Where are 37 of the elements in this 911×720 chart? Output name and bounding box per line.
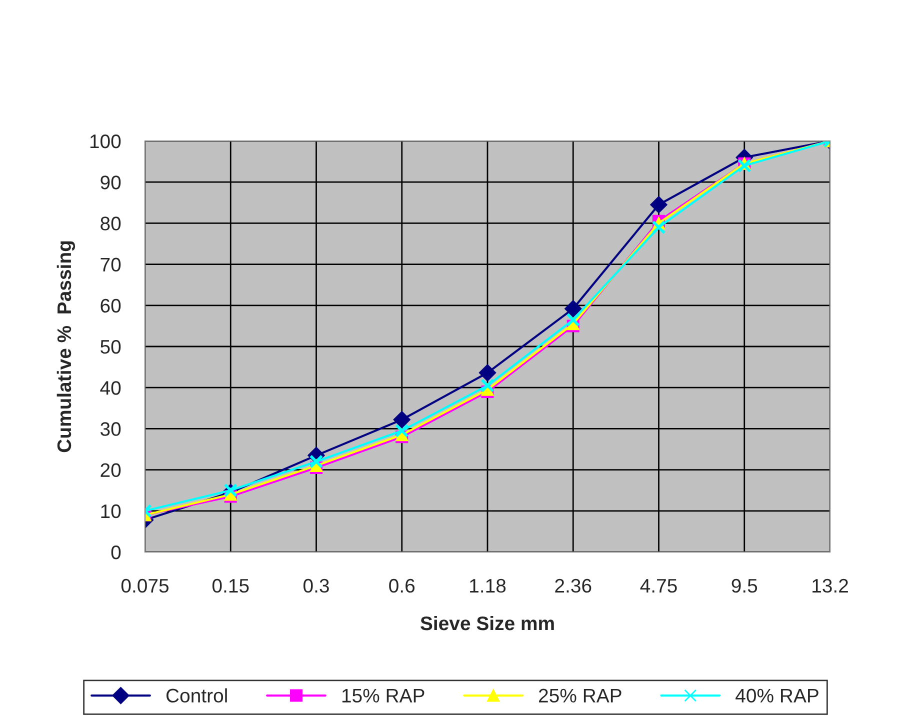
y-tick-label: 100 xyxy=(90,134,121,148)
x-tick-label: 2.36 xyxy=(555,578,592,593)
x-tick-label: 0.15 xyxy=(212,578,249,593)
point xyxy=(564,300,582,318)
y-tick-label: 40 xyxy=(100,381,121,395)
x-tick-label: 0.075 xyxy=(121,578,169,593)
y-tick-label: 90 xyxy=(100,176,121,190)
point xyxy=(309,454,324,469)
point xyxy=(478,364,496,382)
x-tick-label: 4.75 xyxy=(640,579,677,593)
point xyxy=(393,411,410,428)
x-tick-label: 13.2 xyxy=(812,578,848,593)
y-tick-label: 20 xyxy=(100,463,121,478)
x-tick-label: 0.3 xyxy=(303,578,329,593)
legend-label: 25% RAP xyxy=(539,688,622,703)
y-tick-label: 70 xyxy=(100,258,121,272)
legend-label: 15% RAP xyxy=(342,688,424,703)
point xyxy=(224,483,238,498)
y-tick-label: 0 xyxy=(111,545,121,560)
y-tick-label: 30 xyxy=(100,422,121,436)
x-tick-label: 0.6 xyxy=(389,578,415,593)
legend-label: Control xyxy=(166,688,227,703)
point xyxy=(652,220,666,234)
y-tick-label: 10 xyxy=(101,504,121,518)
x-tick-label: 1.18 xyxy=(470,578,506,593)
point xyxy=(566,312,580,327)
y-tick-label: 50 xyxy=(100,340,121,354)
y-tick-label: 60 xyxy=(100,298,121,313)
point xyxy=(394,424,409,438)
x-tick-label: 9.5 xyxy=(732,578,758,593)
point xyxy=(650,196,668,214)
y-tick-label: 80 xyxy=(100,216,121,230)
legend-label: 40% RAP xyxy=(736,688,818,703)
y-axis-title: Cumulative % Passing xyxy=(56,241,76,452)
x-axis-title: Sieve Size mm xyxy=(420,616,554,630)
point xyxy=(737,158,752,173)
point xyxy=(480,378,494,392)
